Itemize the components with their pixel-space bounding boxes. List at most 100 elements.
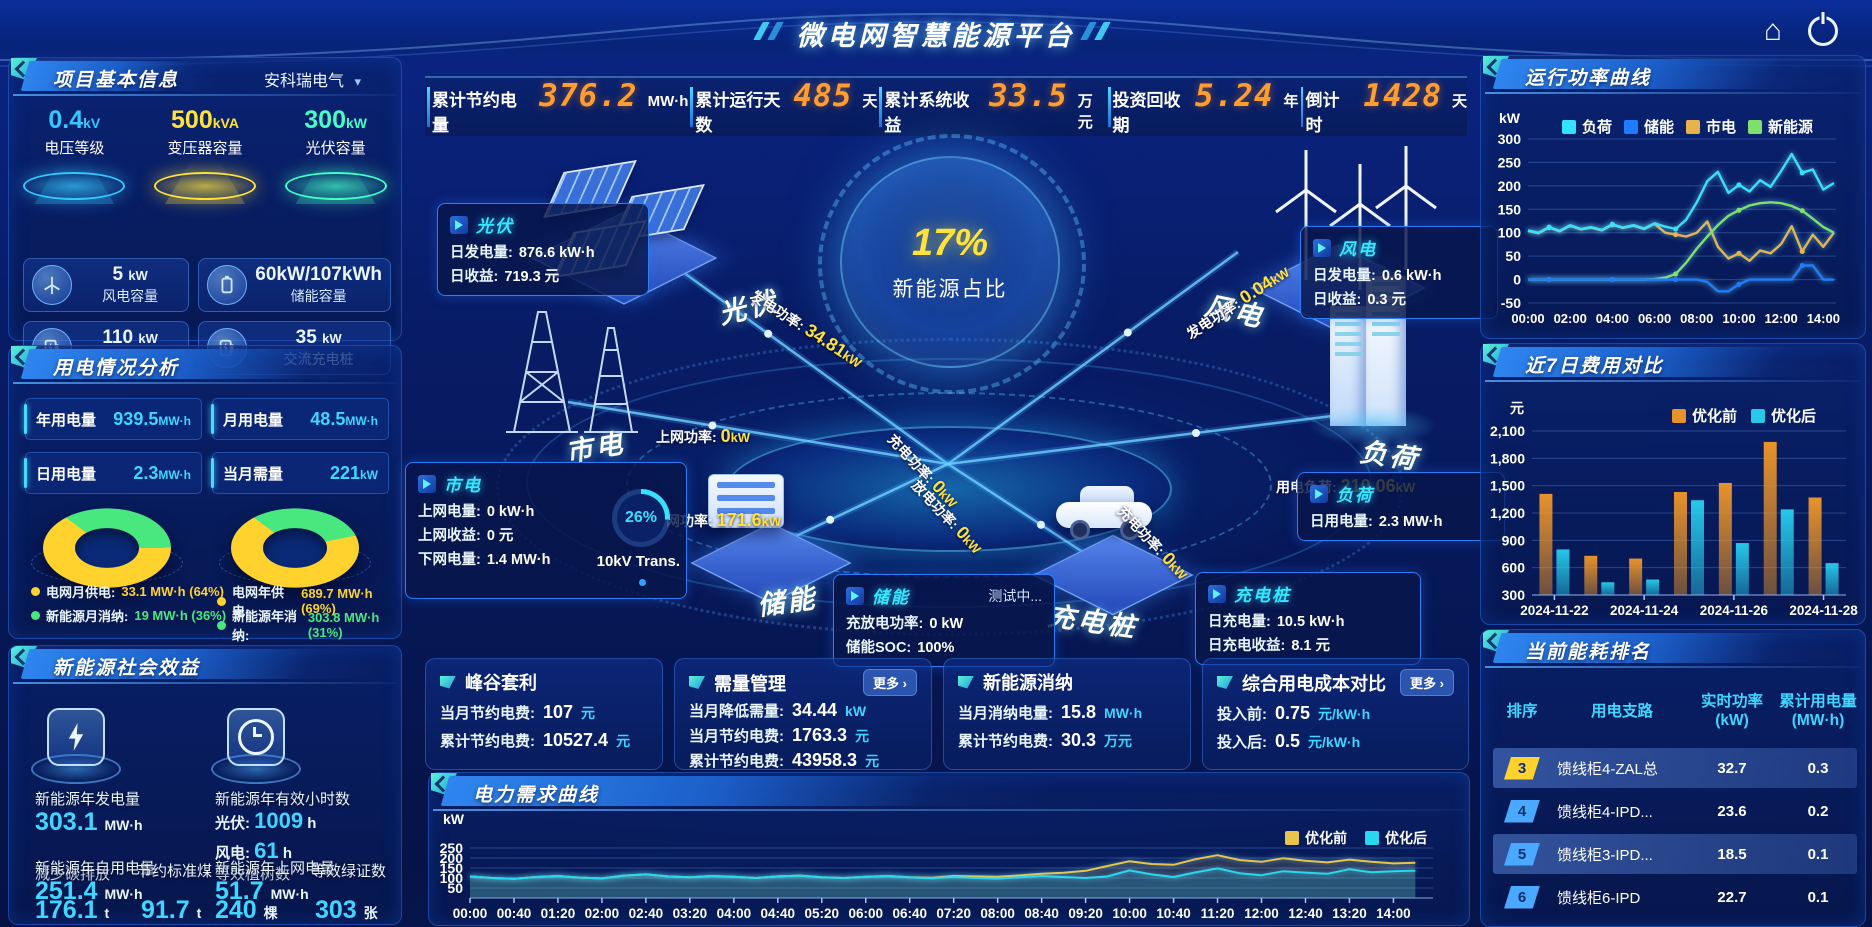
svg-text:1,200: 1,200: [1490, 505, 1525, 521]
benefit-value: 15.8: [1061, 702, 1097, 722]
stat-divider: [1300, 87, 1304, 127]
table-row[interactable]: 3 馈线柜4-ZAL总 32.7 0.3: [1493, 748, 1857, 788]
svg-text:02:40: 02:40: [629, 906, 664, 921]
benefit-row: 当月节约电费: 107 元: [440, 702, 648, 723]
generation-icon: [47, 708, 105, 766]
info-row: 日用电量: 2.3 MW·h: [1310, 510, 1492, 531]
svg-text:200: 200: [440, 850, 464, 866]
title-decor-right: [1080, 22, 1111, 40]
legend-swatch: [1365, 831, 1379, 845]
rank-badge: 6: [1504, 885, 1540, 909]
info-label: 日收益:: [450, 269, 499, 285]
benefit-value: 10527.4: [543, 730, 609, 750]
legend-swatch: [1285, 831, 1299, 845]
info-row: 日收益: 0.3 元: [1313, 288, 1485, 309]
legend-value: 689.7 MW·h (69%): [301, 586, 373, 616]
legend-label: 新能源月消纳:: [46, 609, 129, 624]
svg-text:12:40: 12:40: [1288, 906, 1323, 921]
stat-row: 风电: 61 h: [215, 838, 292, 863]
legend-item: 新能源年消纳: 303.8 MW·h (31%): [217, 606, 401, 644]
svg-text:2024-11-22: 2024-11-22: [1520, 603, 1588, 618]
benefit-value: 30.3: [1061, 730, 1097, 750]
top-header-band: [0, 0, 1872, 64]
play-icon: [418, 474, 436, 493]
benefit-label: 投入前:: [1217, 706, 1267, 723]
total-energy: 0.2: [1807, 802, 1829, 820]
home-icon[interactable]: ⌂: [1763, 14, 1782, 47]
card-value: 35 kW: [295, 327, 342, 348]
benefit-unit: 万元: [1104, 733, 1133, 749]
company-selector[interactable]: 安科瑞电气 ▾: [264, 67, 361, 91]
card-label: 风电容量: [102, 288, 159, 304]
info-row: 日收益: 719.3 元: [450, 265, 636, 286]
flag-icon: [440, 675, 456, 689]
benefit-value: 107: [543, 702, 574, 722]
stat-divider: [427, 87, 430, 127]
svg-text:100: 100: [1498, 225, 1522, 241]
stat-value: 1428: [1363, 78, 1442, 114]
ranking-header: 当前能耗排名: [1481, 630, 1865, 668]
usage-stat: 当月需量 221kW: [211, 452, 389, 494]
chart-legend: 优化前 优化后: [1672, 405, 1816, 426]
pedestal-value: 0.4kV: [48, 106, 101, 134]
more-button[interactable]: 更多 ›: [863, 669, 917, 696]
info-box-pv: 光伏 日发电量: 876.6 kW·h 日收益: 719.3 元: [437, 203, 649, 296]
card-title: 需量管理: [714, 673, 786, 694]
table-row[interactable]: 5 馈线柜3-IPD... 18.5 0.1: [1493, 834, 1857, 874]
info-value: 100%: [917, 640, 955, 656]
svg-text:01:20: 01:20: [541, 906, 576, 921]
stat-unit: 天: [1451, 93, 1467, 110]
svg-text:10:00: 10:00: [1112, 906, 1147, 921]
svg-text:250: 250: [440, 840, 464, 856]
info-label: 日收益:: [1313, 292, 1362, 308]
legend-dot: [31, 611, 40, 620]
realtime-power: 22.7: [1717, 888, 1747, 906]
svg-text:2024-11-24: 2024-11-24: [1610, 603, 1679, 618]
pedestal-ring: [31, 754, 121, 784]
svg-text:300: 300: [1502, 587, 1526, 603]
table-row[interactable]: 4 馈线柜4-IPD... 23.6 0.2: [1493, 791, 1857, 831]
cost-compare-header: 近7日费用对比: [1481, 344, 1865, 382]
battery-icon: [207, 265, 248, 305]
legend-item: 优化后: [1751, 405, 1816, 426]
stat-value: 303.1 MW·h: [35, 808, 143, 836]
svg-text:08:00: 08:00: [980, 906, 1015, 921]
power-icon[interactable]: [1808, 16, 1838, 46]
pedestal-label: 电压等级: [44, 140, 105, 157]
svg-text:2024-11-28: 2024-11-28: [1789, 603, 1858, 618]
legend-item: 优化前: [1285, 828, 1347, 848]
svg-text:50: 50: [1505, 248, 1521, 264]
benefit-unit: 元/kW·h: [1318, 706, 1371, 722]
table-row[interactable]: 6 馈线柜6-IPD 22.7 0.1: [1493, 877, 1857, 917]
stat-unit: 天: [862, 93, 878, 110]
column-header: 排序: [1506, 702, 1538, 720]
stat-label: 新能源年发电量: [35, 791, 141, 808]
benefit-value: 1763.3: [792, 725, 848, 745]
rank-badge: 5: [1504, 842, 1540, 866]
panel-title: 电力需求曲线: [473, 785, 600, 806]
svg-text:04:40: 04:40: [761, 906, 796, 921]
stat-label: 累计系统收益: [884, 91, 970, 135]
usage-stat: 年用电量 939.5MW·h: [24, 398, 202, 440]
svg-text:03:20: 03:20: [673, 906, 708, 921]
info-label: 日发电量:: [1313, 268, 1376, 284]
svg-text:06:40: 06:40: [892, 906, 927, 921]
legend-item: 储能: [1624, 116, 1674, 137]
status-badge: 测试中...: [988, 587, 1042, 604]
cost-compare-chart: 2,100 1,800 1,500 1,200 900 600 300 元 2024-11-22…: [1490, 400, 1858, 618]
legend-item: 负荷: [1562, 116, 1612, 137]
info-box-title: 负荷: [1336, 486, 1374, 505]
legend-label: 电网年供电:: [232, 585, 285, 619]
legend-value: 303.8 MW·h (31%): [307, 610, 380, 640]
flag-icon: [689, 676, 705, 689]
stat-value: 485: [793, 78, 853, 114]
legend-dot: [217, 620, 226, 630]
stat-label: 减少碳排放: [35, 866, 111, 883]
info-value: 0.6 kW·h: [1381, 268, 1442, 284]
panel-power-curve: 运行功率曲线: [1480, 55, 1866, 339]
svg-text:200: 200: [1498, 178, 1522, 194]
more-button[interactable]: 更多 ›: [1400, 669, 1454, 696]
stat-label: 等效绿证数: [311, 863, 387, 880]
benefit-value: 34.44: [792, 700, 838, 720]
info-label: 上网收益:: [418, 528, 481, 544]
